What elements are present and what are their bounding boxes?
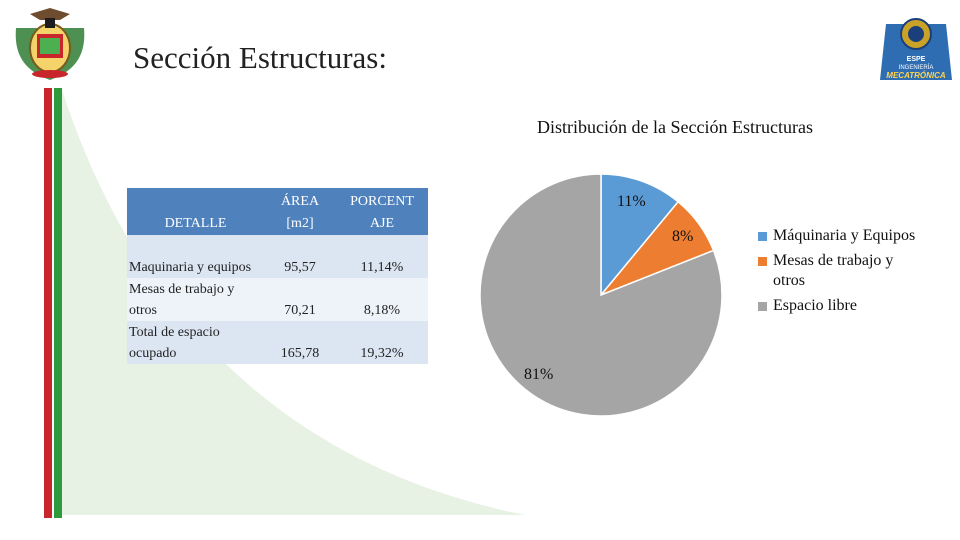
espe-logo-line2: INGENIERÍA <box>899 64 934 71</box>
table-cell: Total de espacio ocupado <box>127 321 264 364</box>
legend-label: Máquinaria y Equipos <box>773 227 916 244</box>
table-cell: 11,14% <box>336 235 428 278</box>
chart-legend: Máquinaria y Equipos Mesas de trabajo y … <box>758 226 923 321</box>
pie-slice-maquinaria <box>600 173 680 298</box>
pie-slice-espacio-libre <box>479 173 723 417</box>
pie-label-mesas: 8% <box>672 228 694 245</box>
slide-title: Sección Estructuras: <box>133 40 387 75</box>
pie-label-maquinaria: 11% <box>617 193 646 210</box>
stripe-red <box>44 88 52 518</box>
stripe-white-2 <box>52 88 54 518</box>
table-cell: 165,78 <box>264 321 336 364</box>
table-header-detalle: DETALLE <box>127 188 264 235</box>
decorative-curve <box>62 90 525 515</box>
table-cell: 70,21 <box>264 278 336 321</box>
table-row: Maquinaria y equipos 95,57 11,14% <box>127 235 428 278</box>
crest-logo <box>15 8 85 80</box>
area-table: DETALLE ÁREA [m2] PORCENT AJE Maquinaria y… <box>127 188 428 364</box>
table-cell: 8,18% <box>336 278 428 321</box>
legend-swatch <box>758 257 767 266</box>
espe-logo-line1: ESPE <box>907 56 926 63</box>
table-cell: 95,57 <box>264 235 336 278</box>
legend-swatch <box>758 302 767 311</box>
legend-item: Espacio libre <box>758 296 923 316</box>
table-header-area: ÁREA [m2] <box>264 188 336 235</box>
legend-swatch <box>758 232 767 241</box>
table-header-porcentaje: PORCENT AJE <box>336 188 428 235</box>
table-row: Total de espacio ocupado 165,78 19,32% <box>127 321 428 364</box>
table-row: Mesas de trabajo y otros 70,21 8,18% <box>127 278 428 321</box>
legend-item: Máquinaria y Equipos <box>758 226 923 246</box>
legend-label: Mesas de trabajo y otros <box>773 252 894 289</box>
espe-logo: ESPE INGENIERÍA MECATRÓNICA <box>880 18 952 80</box>
stripe-white <box>40 88 44 518</box>
stripe-green <box>54 88 62 518</box>
pie-chart <box>479 173 723 417</box>
legend-item: Mesas de trabajo y otros <box>758 251 923 291</box>
table-cell: Maquinaria y equipos <box>127 235 264 278</box>
table-cell: 19,32% <box>336 321 428 364</box>
chart-title: Distribución de la Sección Estructuras <box>537 117 813 137</box>
espe-logo-line3: MECATRÓNICA <box>886 71 946 80</box>
legend-label: Espacio libre <box>773 297 857 314</box>
table-cell: Mesas de trabajo y otros <box>127 278 264 321</box>
pie-label-espacio-libre: 81% <box>524 366 554 383</box>
